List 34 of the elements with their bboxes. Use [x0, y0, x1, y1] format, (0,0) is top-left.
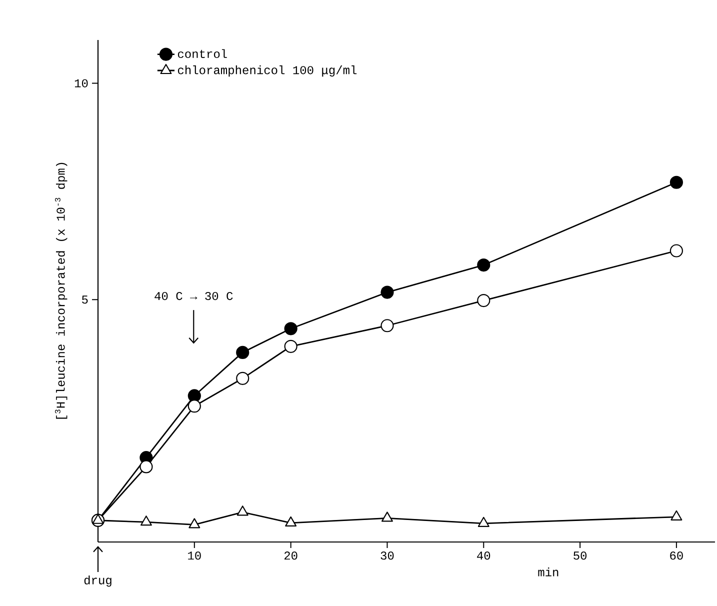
x-tick-label: 50 [574, 552, 586, 560]
point [188, 400, 201, 413]
point [670, 244, 683, 258]
x-tick-label: 60 [670, 552, 683, 560]
text: drug [84, 576, 112, 587]
point [236, 506, 248, 516]
x-tick-label: 30 [380, 552, 394, 560]
point [188, 389, 201, 402]
point [92, 514, 104, 524]
legend-label: control [178, 49, 227, 58]
point [140, 516, 152, 526]
y-axis-title: [$^{3}$H]leucine incorporated (x 10$^{-3}$ dpm) [55, 162, 68, 419]
point [236, 346, 250, 359]
point [285, 516, 297, 527]
point [284, 340, 298, 353]
point [381, 512, 393, 522]
x-tick-label: 40 [477, 552, 490, 560]
point [477, 258, 490, 272]
point [670, 510, 682, 520]
point [670, 176, 683, 189]
point [188, 518, 200, 528]
point [478, 516, 490, 527]
annotation: 40 C → 30 C [154, 292, 233, 300]
point [284, 322, 298, 336]
x-axis-title: min [538, 568, 558, 576]
x-tick-label: 20 [284, 552, 298, 560]
point [477, 294, 490, 308]
y-tick-label: 5 [82, 296, 88, 304]
point [380, 286, 394, 299]
legend-label: chloramphenicol 100 μg/ml [178, 65, 357, 77]
x-tick-label: 10 [188, 552, 201, 560]
point [236, 372, 250, 385]
point [140, 460, 153, 474]
point [380, 319, 394, 332]
